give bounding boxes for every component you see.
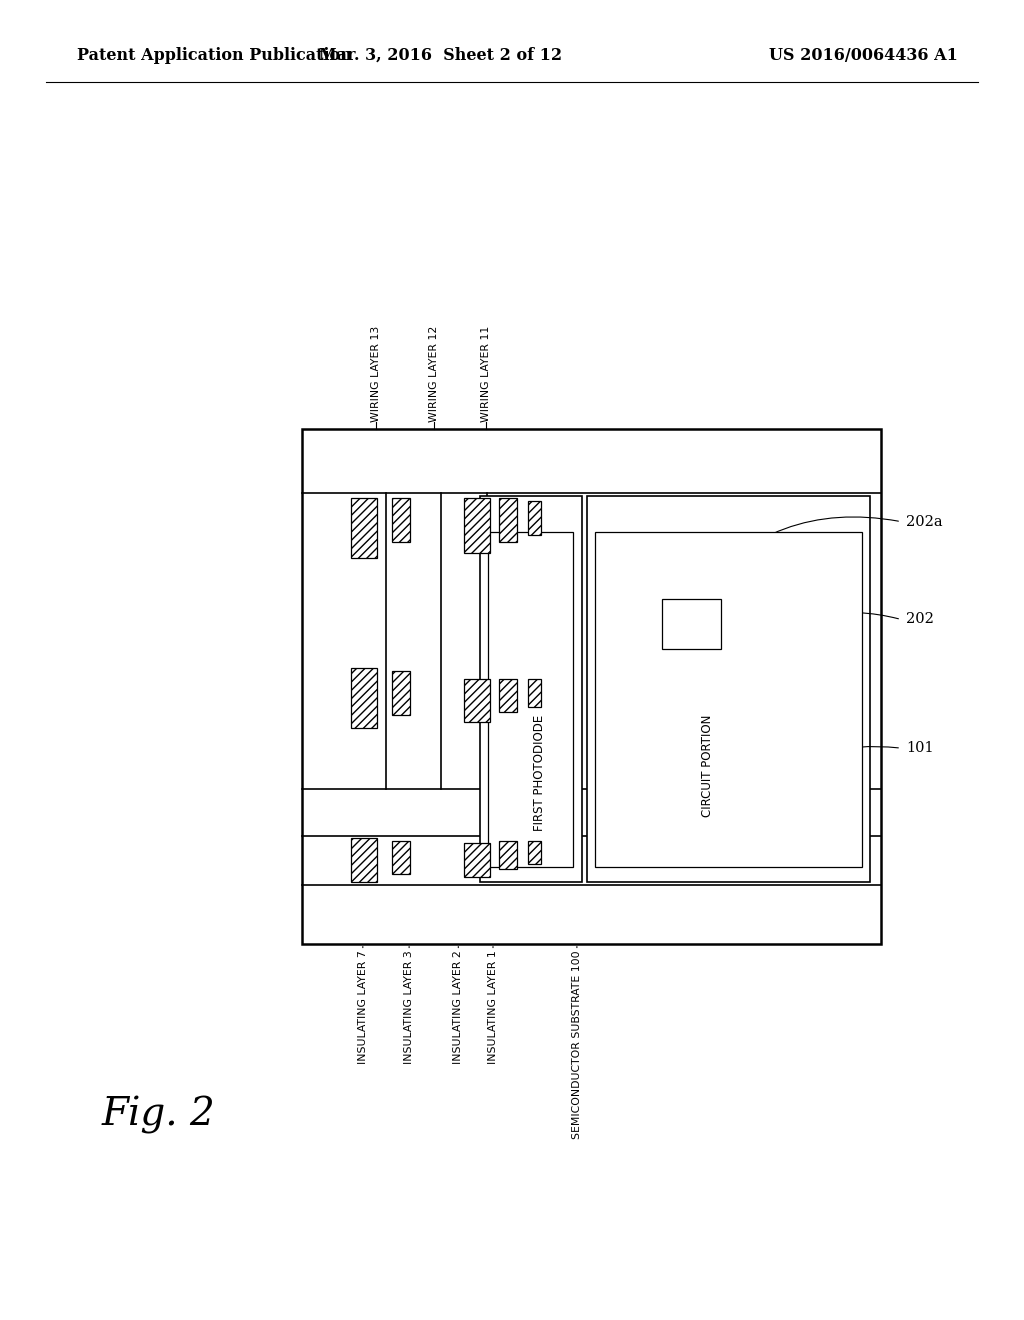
Text: FIRST PHOTODIODE: FIRST PHOTODIODE [532,714,546,832]
Bar [527,678,541,708]
Text: US 2016/0064436 A1: US 2016/0064436 A1 [769,48,957,63]
Bar [464,499,489,553]
Text: INSULATING LAYER 3: INSULATING LAYER 3 [404,950,414,1064]
Text: INSULATING LAYER 7: INSULATING LAYER 7 [357,950,368,1064]
Bar [351,668,377,727]
Bar [302,429,881,944]
Text: 101: 101 [906,741,934,755]
Text: INSULATING LAYER 1: INSULATING LAYER 1 [488,950,498,1064]
Bar [527,502,541,535]
Bar [499,499,517,543]
Bar [351,499,377,558]
Text: INSULATING LAYER 2: INSULATING LAYER 2 [454,950,463,1064]
Text: WIRING LAYER 13: WIRING LAYER 13 [371,326,381,422]
Text: 202: 202 [906,612,934,627]
Bar [392,671,411,714]
Text: Fig. 2: Fig. 2 [101,1097,216,1134]
Bar [527,841,541,865]
Bar [487,532,573,867]
Bar [499,841,517,869]
Bar [662,599,721,649]
Bar [595,532,862,867]
Bar [392,499,411,543]
Text: Mar. 3, 2016  Sheet 2 of 12: Mar. 3, 2016 Sheet 2 of 12 [318,48,562,63]
Bar [351,838,377,882]
Text: 202a: 202a [906,515,943,529]
Text: CIRCUIT PORTION: CIRCUIT PORTION [700,715,714,817]
Text: SEMICONDUCTOR SUBSTRATE 100: SEMICONDUCTOR SUBSTRATE 100 [571,950,582,1139]
Text: WIRING LAYER 11: WIRING LAYER 11 [481,326,492,422]
Bar [464,843,489,876]
Bar [479,496,582,882]
Bar [499,678,517,713]
Bar [392,841,411,874]
Bar [464,678,489,722]
Bar [587,496,870,882]
Text: WIRING LAYER 12: WIRING LAYER 12 [429,326,439,422]
Text: Patent Application Publication: Patent Application Publication [77,48,351,63]
